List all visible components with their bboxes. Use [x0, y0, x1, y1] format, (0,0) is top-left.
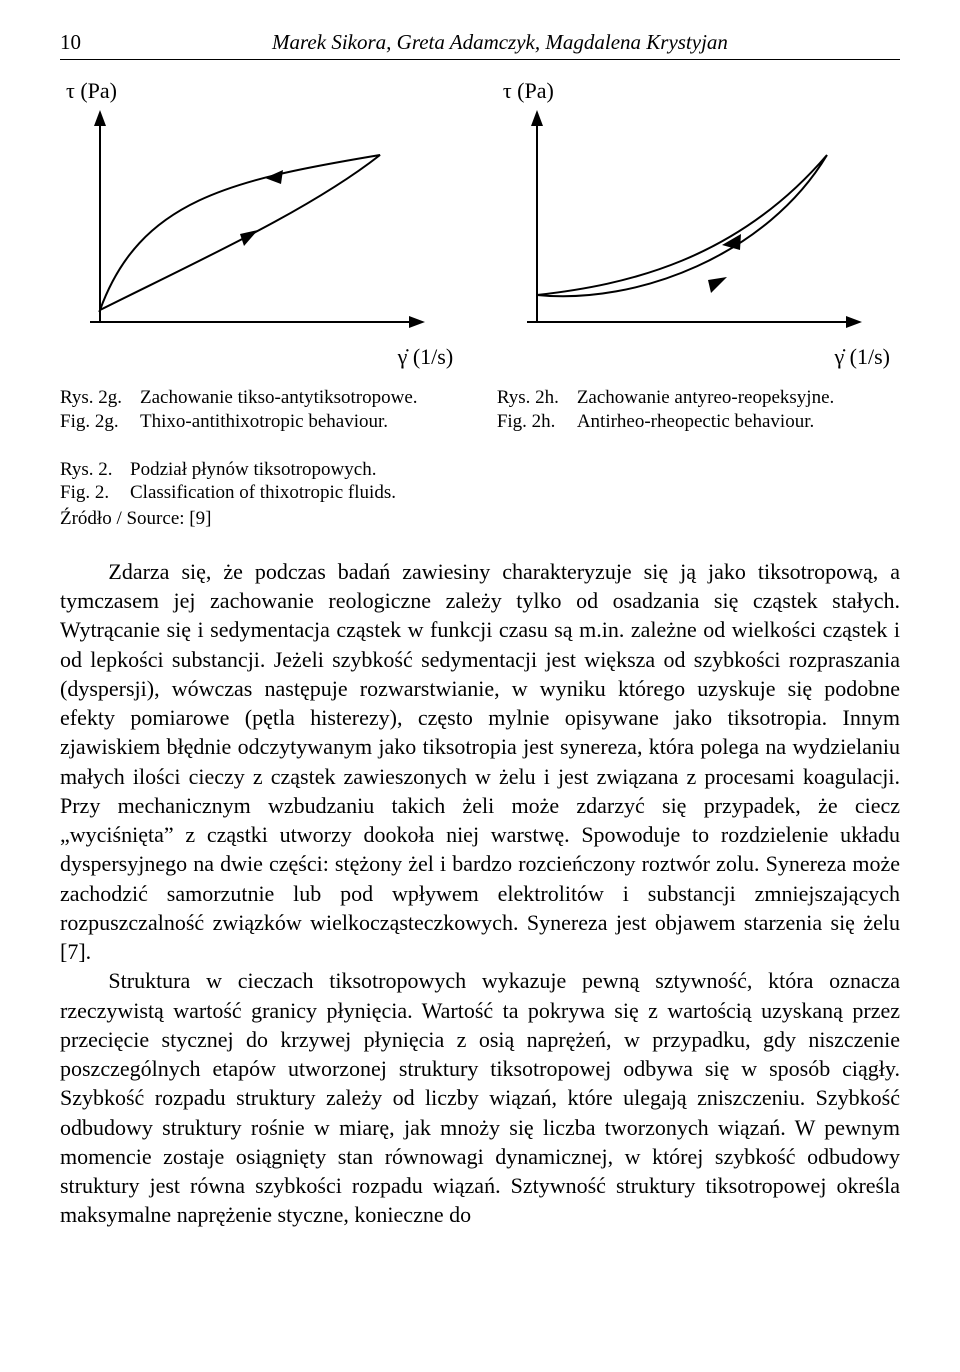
caption-text-en: Thixo-antithixotropic behaviour. [140, 410, 388, 434]
caption-tag-pl: Rys. 2h. [497, 386, 577, 410]
source-line: Źródło / Source: [9] [60, 507, 900, 531]
overall-caption-text-pl: Podział płynów tiksotropowych. [130, 458, 376, 482]
caption-tag-en: Fig. 2g. [60, 410, 140, 434]
overall-caption-tag-pl: Rys. 2. [60, 458, 130, 482]
caption-tag-pl: Rys. 2g. [60, 386, 140, 410]
caption-text-en: Antirheo-rheopectic behaviour. [577, 410, 814, 434]
body-text: Zdarza się, że podczas badań zawiesiny c… [60, 557, 900, 1230]
authors-line: Marek Sikora, Greta Adamczyk, Magdalena … [100, 30, 900, 55]
page: 10 Marek Sikora, Greta Adamczyk, Magdale… [0, 0, 960, 1270]
chart-2g-svg [60, 100, 440, 350]
paragraph-2: Struktura w cieczach tiksotropowych wyka… [60, 966, 900, 1229]
paragraph-1: Zdarza się, że podczas badań zawiesiny c… [60, 557, 900, 967]
figure-2g: τ (Pa) γ̇ (1/s) [60, 78, 463, 434]
page-number: 10 [60, 30, 100, 55]
overall-figure-caption: Rys. 2. Podział płynów tiksotropowych. F… [60, 458, 900, 531]
x-axis-label: γ̇ (1/s) [60, 344, 463, 370]
caption-tag-en: Fig. 2h. [497, 410, 577, 434]
figure-2h-caption: Rys. 2h. Zachowanie antyreo-reopeksyjne.… [497, 386, 834, 434]
overall-caption-tag-en: Fig. 2. [60, 481, 130, 505]
figures-row: τ (Pa) γ̇ (1/s) [60, 78, 900, 434]
figure-2g-caption: Rys. 2g. Zachowanie tikso-antytiksotropo… [60, 386, 418, 434]
chart-2h-svg [497, 100, 877, 350]
figure-2h: τ (Pa) γ̇ (1/s) Rys. 2h. Zachowanie anty… [497, 78, 900, 434]
overall-caption-text-en: Classification of thixotropic fluids. [130, 481, 396, 505]
caption-text-pl: Zachowanie antyreo-reopeksyjne. [577, 386, 834, 410]
x-axis-label: γ̇ (1/s) [497, 344, 900, 370]
caption-text-pl: Zachowanie tikso-antytiksotropowe. [140, 386, 418, 410]
page-header: 10 Marek Sikora, Greta Adamczyk, Magdale… [60, 30, 900, 60]
